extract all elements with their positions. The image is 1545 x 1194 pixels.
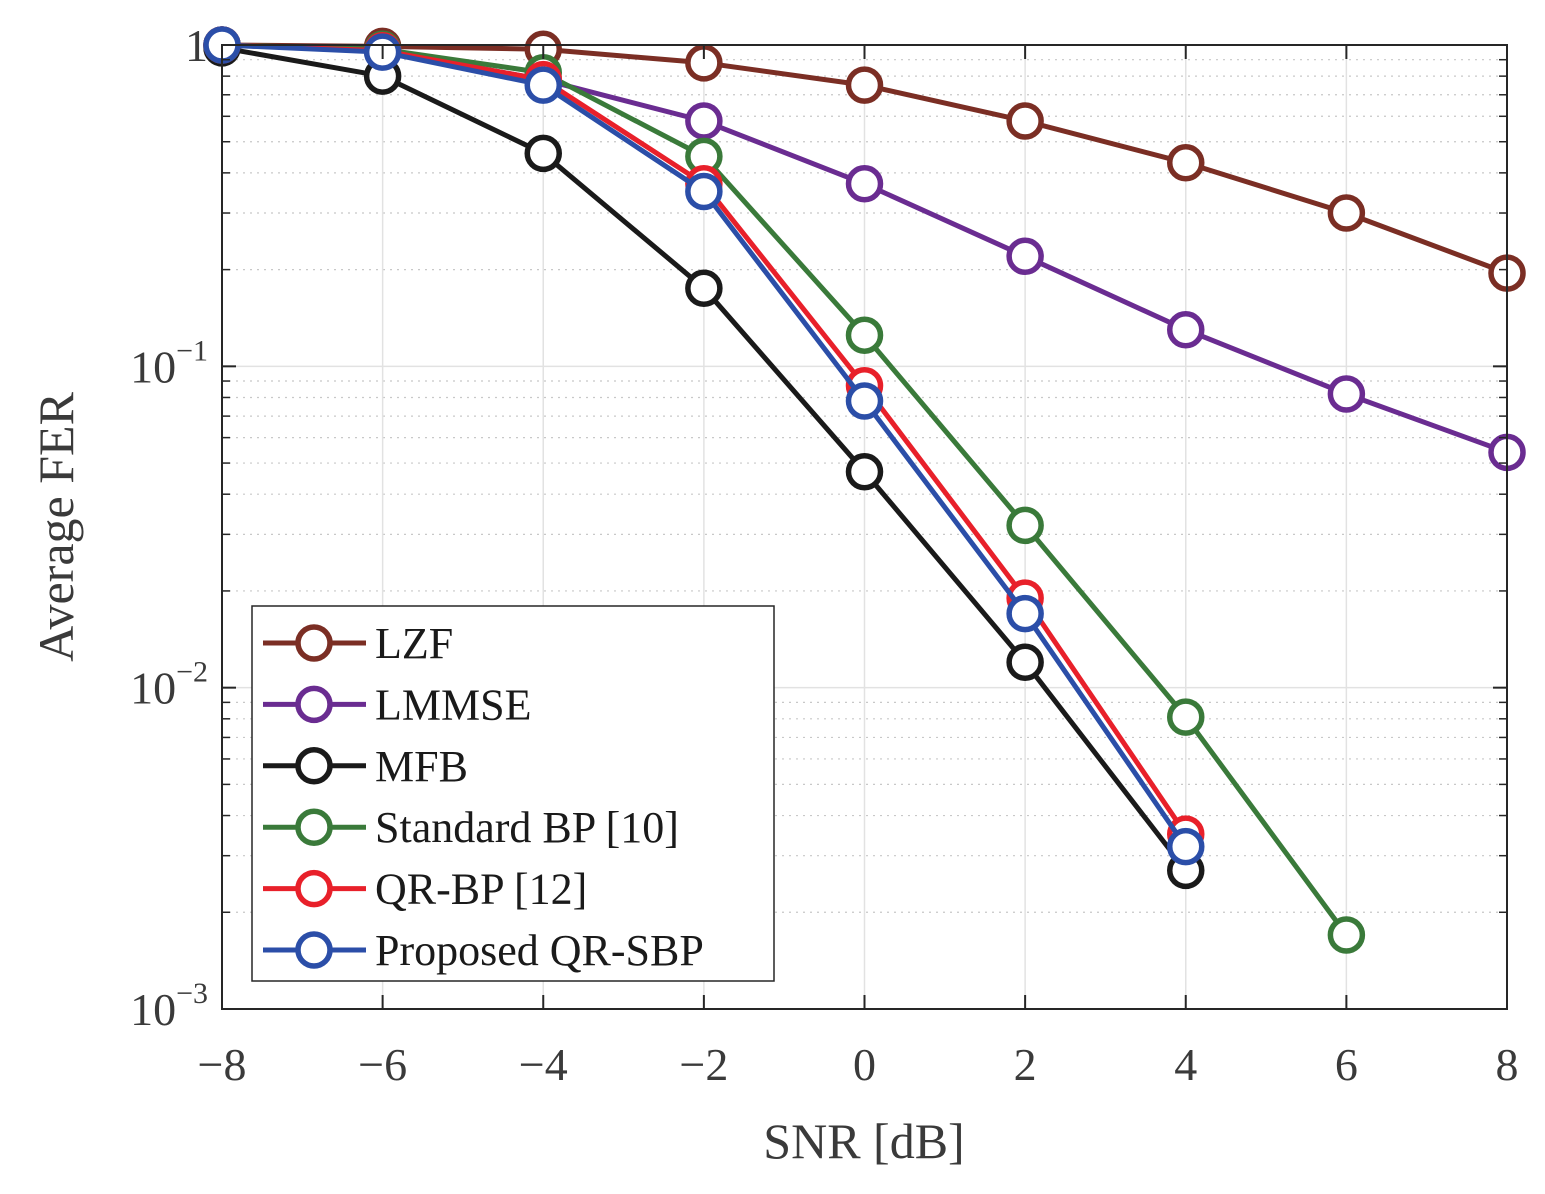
legend-swatch-marker [295,624,333,662]
x-tick-label: −6 [358,1039,407,1090]
series-marker-lmmse [1006,237,1044,276]
x-tick-label: 0 [853,1039,876,1090]
legend-item-lzf: LZF [263,619,453,668]
legend-swatch-marker [295,808,333,846]
series-marker-lzf [1006,102,1044,140]
legend-item-lmmse: LMMSE [263,680,531,729]
x-tick-label: 2 [1014,1039,1037,1090]
x-tick-label: −2 [679,1039,728,1090]
legend-label: Proposed QR-SBP [375,926,704,975]
legend-item-proposed-qr-sbp: Proposed QR-SBP [263,926,704,975]
series-marker-standard-bp-10 [1327,916,1366,954]
legend-label: MFB [375,742,468,791]
legend-item-qr-bp-12: QR-BP [12] [263,865,587,914]
legend-label: LZF [375,619,453,668]
series-marker-standard-bp-10 [1167,698,1205,736]
x-tick-label: 8 [1496,1039,1519,1090]
x-tick-label: 4 [1174,1039,1197,1090]
series-marker-proposed-qr-sbp [1167,827,1205,866]
y-tick-label: 10−3 [130,977,208,1035]
series-marker-proposed-qr-sbp [1006,594,1044,633]
legend-box [251,605,775,982]
y-tick-label: 10−2 [130,656,208,714]
series-marker-proposed-qr-sbp [845,382,884,420]
legend: LZF LMMSE MFB Standard BP [10] QR-BP [12] Pro… [251,605,775,982]
y-tick-label: 10−1 [130,334,208,392]
x-tick-label: −8 [198,1039,247,1090]
legend-label: LMMSE [375,680,531,729]
series-marker-lmmse [685,102,723,140]
series-marker-lzf [1327,194,1366,232]
ticks [221,44,1508,1010]
legend-label: QR-BP [12] [375,865,587,914]
legend-item-standard-bp-10: Standard BP [10] [263,803,679,852]
series-marker-lzf [845,66,884,104]
x-axis-label: SNR [dB] [763,1113,964,1169]
series-marker-mfb [524,134,562,173]
y-tick-labels: 1 10−1 10−2 10−3 [130,20,208,1035]
series-marker-proposed-qr-sbp [524,66,562,104]
y-axis-label: Average FER [28,391,84,661]
legend-swatch-marker [295,869,333,908]
legend-swatch-marker [295,747,333,785]
x-tick-label: 6 [1335,1039,1358,1090]
x-tick-label: −4 [519,1039,568,1090]
legend-item-mfb: MFB [263,742,468,791]
legend-swatch-marker [295,931,333,969]
legend-label: Standard BP [10] [375,803,679,852]
legend-swatch-marker [295,685,333,724]
series-marker-mfb [685,269,723,307]
series-marker-lzf [1167,144,1205,182]
x-tick-labels: −8 −6 −4 −2 0 2 4 6 8 [198,1039,1519,1090]
series-marker-proposed-qr-sbp [685,172,723,211]
series-marker-standard-bp-10 [1006,506,1044,545]
series-marker-lmmse [1167,310,1205,349]
series-marker-lmmse [1327,375,1366,413]
series-marker-standard-bp-10 [845,316,884,354]
series-marker-lmmse [845,165,884,203]
series-marker-mfb [1006,643,1044,681]
series-marker-mfb [845,452,884,491]
y-tick-label: 1 [185,20,208,71]
